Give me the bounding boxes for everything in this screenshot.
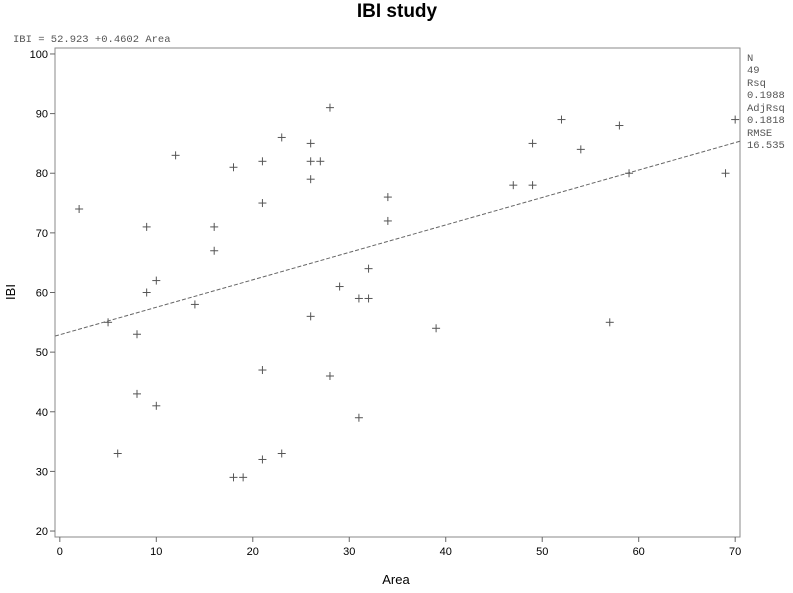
data-point: [731, 115, 740, 124]
x-tick-label: 50: [536, 546, 548, 558]
data-point: [325, 371, 334, 380]
data-point: [325, 103, 334, 112]
data-point: [383, 216, 392, 225]
data-point: [229, 163, 238, 172]
data-point: [75, 205, 84, 214]
y-tick-label: 20: [36, 526, 48, 538]
data-point: [210, 222, 219, 231]
data-point: [133, 330, 142, 339]
stat-value: 16.535: [747, 140, 785, 152]
data-point: [133, 389, 142, 398]
data-point: [615, 121, 624, 130]
data-point: [258, 366, 267, 375]
data-point: [306, 175, 315, 184]
data-point: [306, 312, 315, 321]
data-point: [152, 401, 161, 410]
x-tick-label: 30: [343, 546, 355, 558]
data-point: [258, 199, 267, 208]
stat-label: Rsq: [747, 78, 766, 90]
data-point: [335, 282, 344, 291]
data-point: [364, 264, 373, 273]
x-tick-label: 20: [247, 546, 259, 558]
data-point: [557, 115, 566, 124]
stat-label: N: [747, 53, 753, 65]
y-axis: 20 30 40 50 60 70 80 90 100: [30, 49, 55, 538]
data-point: [528, 139, 537, 148]
data-point: [104, 318, 113, 327]
data-point: [239, 473, 248, 482]
plot-frame: [54, 47, 741, 538]
x-axis-label: Area: [382, 572, 410, 587]
fit-equation: IBI = 52.923 +0.4602 Area: [13, 34, 171, 46]
data-point: [509, 181, 518, 190]
data-point: [354, 294, 363, 303]
chart-title: IBI study: [357, 1, 438, 22]
y-tick-label: 40: [36, 407, 48, 419]
data-point: [258, 455, 267, 464]
data-point: [383, 193, 392, 202]
data-point: [113, 449, 122, 458]
data-point: [152, 276, 161, 285]
stat-value: 49: [747, 65, 760, 77]
y-axis-label: IBI: [3, 284, 18, 300]
y-tick-label: 50: [36, 347, 48, 359]
stat-label: RMSE: [747, 128, 772, 140]
data-point: [142, 222, 151, 231]
stat-value: 0.1818: [747, 115, 785, 127]
data-point: [171, 151, 180, 160]
stat-label: AdjRsq: [747, 103, 785, 115]
data-point: [210, 246, 219, 255]
y-tick-label: 100: [30, 49, 48, 61]
x-tick-label: 60: [633, 546, 645, 558]
data-point: [432, 324, 441, 333]
data-point: [354, 413, 363, 422]
y-tick-label: 90: [36, 109, 48, 121]
data-point: [605, 318, 614, 327]
data-point: [306, 157, 315, 166]
data-point: [190, 300, 199, 309]
regression-line: [54, 140, 741, 337]
x-tick-label: 0: [57, 546, 63, 558]
data-point: [528, 181, 537, 190]
fit-line-layer: [54, 140, 741, 337]
x-tick-label: 10: [150, 546, 162, 558]
data-point: [625, 169, 634, 178]
stat-value: 0.1988: [747, 90, 785, 102]
data-point: [364, 294, 373, 303]
x-tick-label: 40: [440, 546, 452, 558]
data-point: [277, 133, 286, 142]
data-point: [306, 139, 315, 148]
data-point: [316, 157, 325, 166]
y-tick-label: 60: [36, 288, 48, 300]
y-tick-label: 70: [36, 228, 48, 240]
data-points: [75, 103, 740, 482]
data-point: [576, 145, 585, 154]
data-point: [258, 157, 267, 166]
x-tick-label: 70: [729, 546, 741, 558]
y-tick-label: 30: [36, 466, 48, 478]
x-axis: 0 10 20 30 40 50 60 70: [57, 537, 741, 558]
data-point: [142, 288, 151, 297]
y-tick-label: 80: [36, 168, 48, 180]
data-point: [229, 473, 238, 482]
data-point: [721, 169, 730, 178]
data-point: [277, 449, 286, 458]
